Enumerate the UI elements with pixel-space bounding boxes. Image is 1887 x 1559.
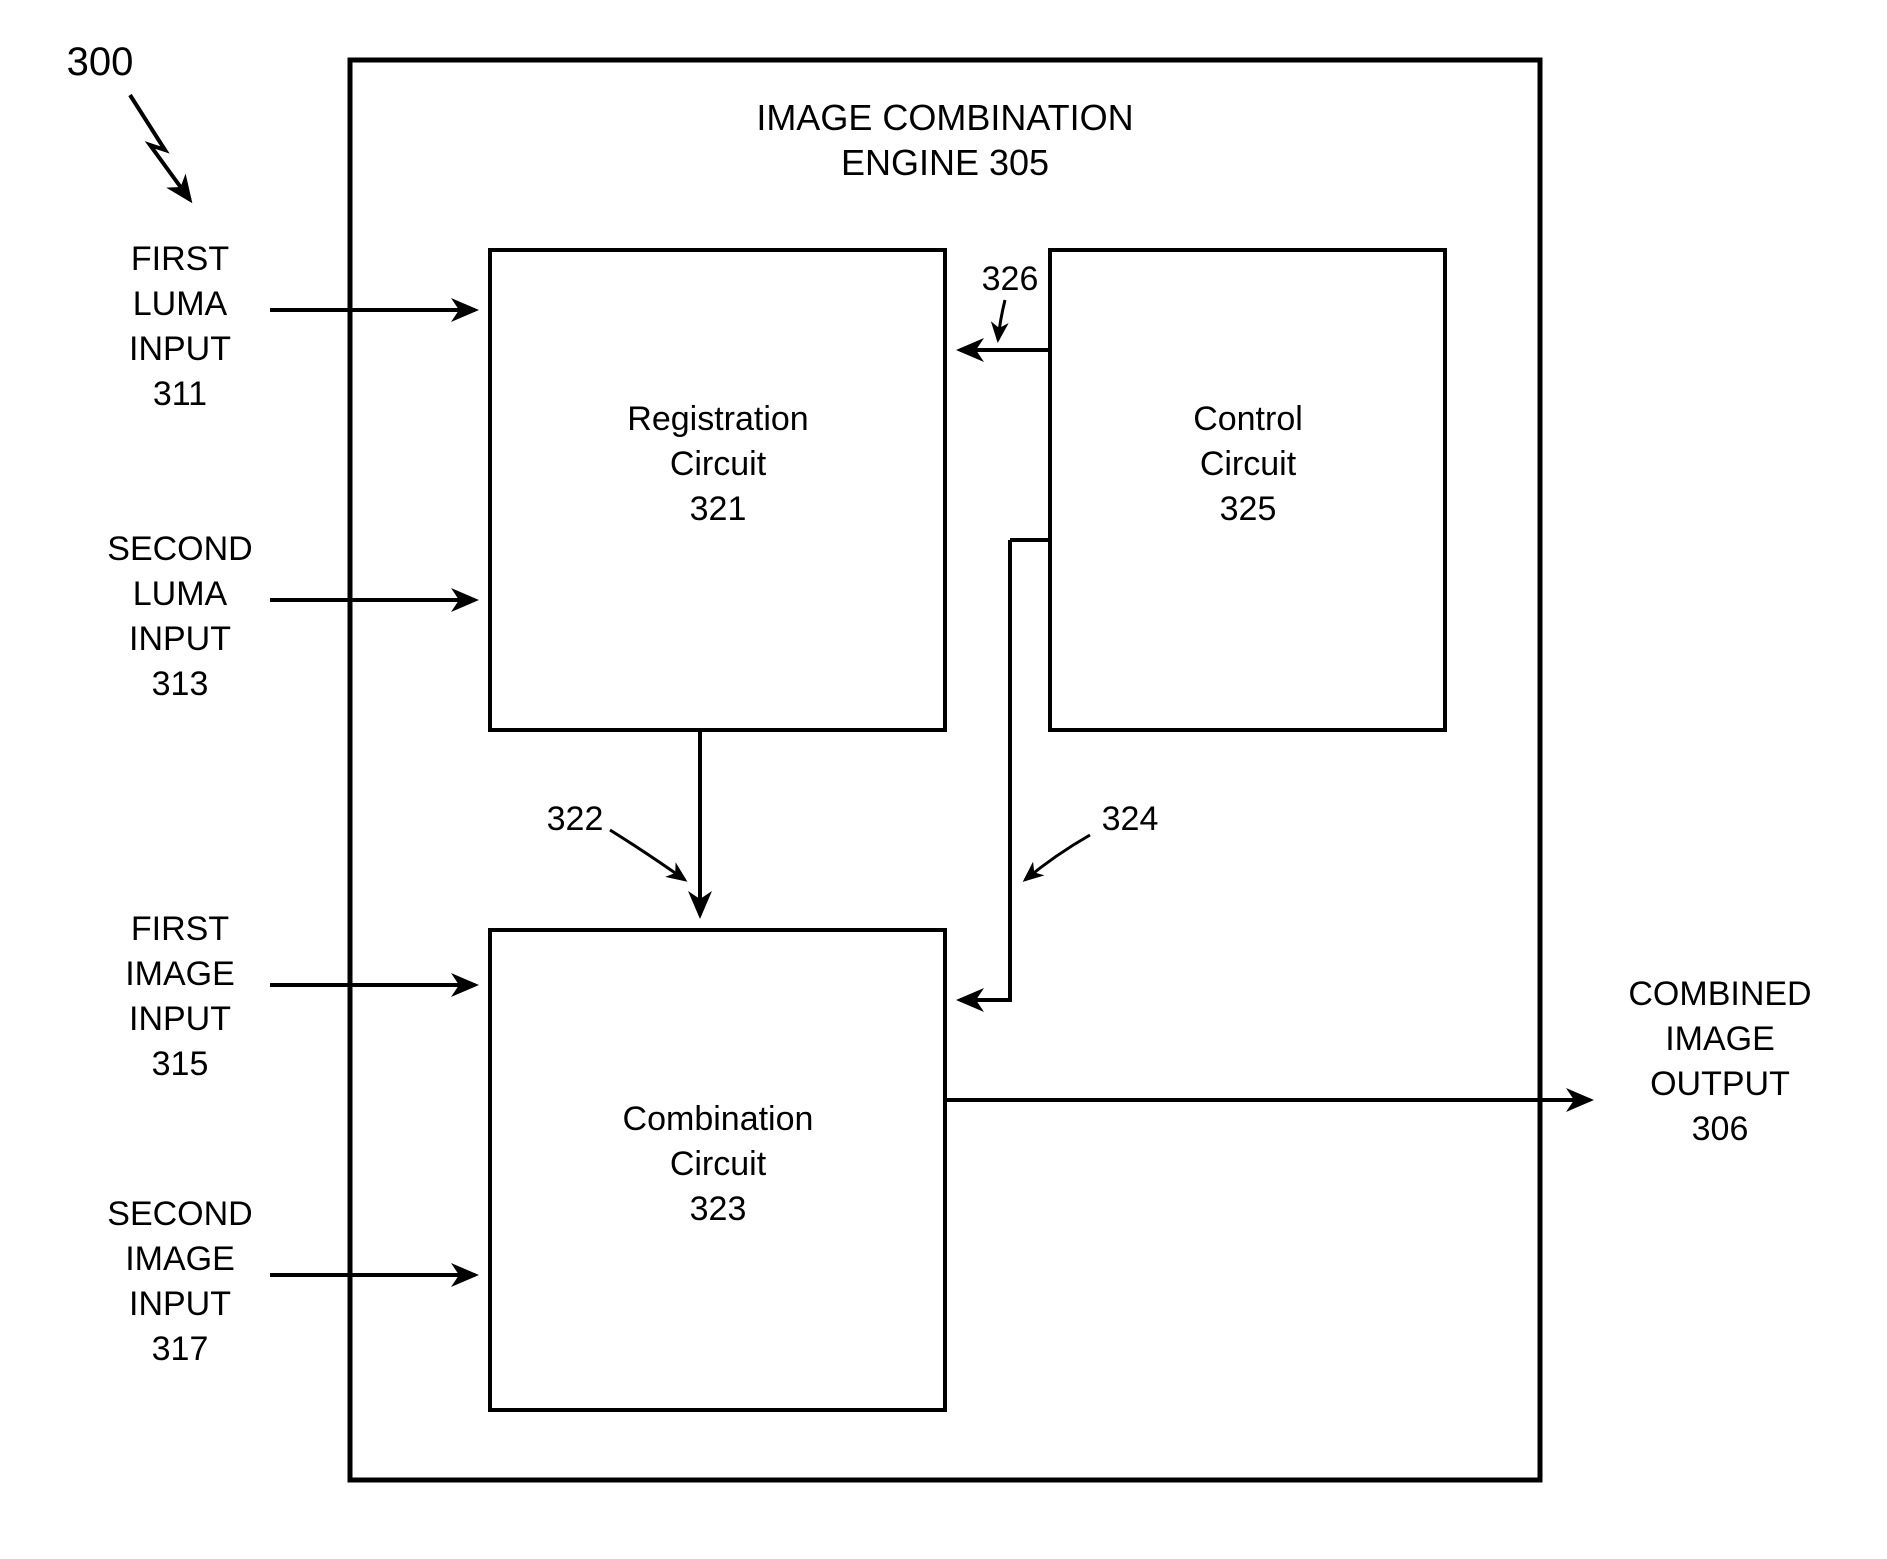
- output-l3: OUTPUT: [1650, 1065, 1790, 1103]
- figure-ref-arrow: [130, 95, 190, 200]
- combination-line1: Combination: [623, 1100, 814, 1138]
- input1-l3: INPUT: [129, 330, 231, 368]
- input2-l4: 313: [152, 665, 209, 703]
- arrow-322-label: 322: [547, 800, 604, 838]
- input4-l3: INPUT: [129, 1285, 231, 1323]
- input1-l2: LUMA: [133, 285, 228, 323]
- control-line3: 325: [1220, 490, 1277, 528]
- arrow-324-label: 324: [1102, 800, 1159, 838]
- engine-title-line1: IMAGE COMBINATION: [756, 97, 1133, 138]
- input3-l1: FIRST: [131, 910, 229, 948]
- figure-ref-label: 300: [67, 40, 134, 84]
- input2-l1: SECOND: [107, 530, 252, 568]
- diagram-canvas: 300 IMAGE COMBINATION ENGINE 305 Registr…: [0, 0, 1887, 1559]
- output-l1: COMBINED: [1628, 975, 1811, 1013]
- combination-line2: Circuit: [670, 1145, 767, 1183]
- input2-l2: LUMA: [133, 575, 228, 613]
- input3-l4: 315: [152, 1045, 209, 1083]
- control-line1: Control: [1193, 400, 1303, 438]
- registration-line2: Circuit: [670, 445, 767, 483]
- input2-l3: INPUT: [129, 620, 231, 658]
- input3-l2: IMAGE: [125, 955, 235, 993]
- output-l4: 306: [1692, 1110, 1749, 1148]
- input1-l1: FIRST: [131, 240, 229, 278]
- input4-l1: SECOND: [107, 1195, 252, 1233]
- registration-line3: 321: [690, 490, 747, 528]
- registration-line1: Registration: [627, 400, 808, 438]
- arrow-326-label: 326: [982, 260, 1039, 298]
- input1-l4: 311: [153, 375, 207, 413]
- input4-l4: 317: [152, 1330, 209, 1368]
- input4-l2: IMAGE: [125, 1240, 235, 1278]
- engine-title-line2: ENGINE 305: [841, 142, 1049, 183]
- output-l2: IMAGE: [1665, 1020, 1775, 1058]
- combination-line3: 323: [690, 1190, 747, 1228]
- input3-l3: INPUT: [129, 1000, 231, 1038]
- control-line2: Circuit: [1200, 445, 1297, 483]
